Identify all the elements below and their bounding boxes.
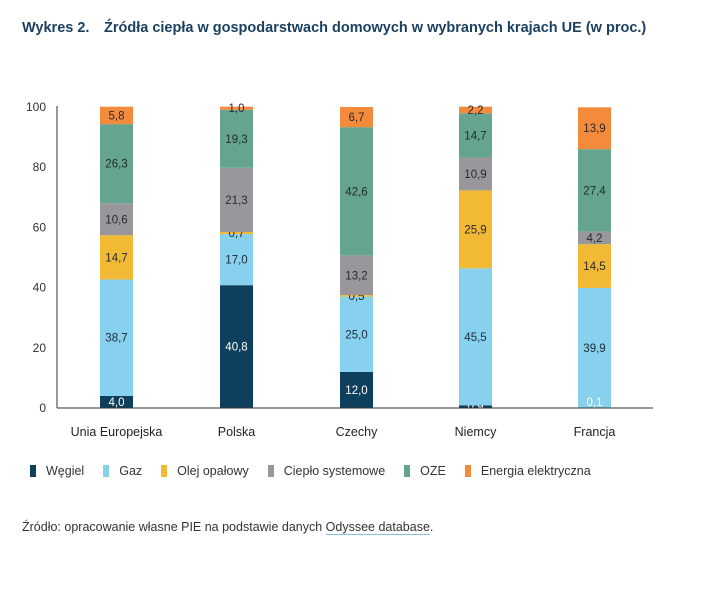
- x-category-label: Niemcy: [455, 425, 497, 439]
- segment-label: 13,9: [583, 123, 605, 135]
- legend-label: OZE: [420, 464, 446, 478]
- segment-label: 12,0: [345, 385, 367, 397]
- y-tick-label: 100: [26, 100, 46, 114]
- bar-segment: [220, 106, 253, 110]
- legend-swatch: [103, 465, 110, 477]
- segment-label: 25,9: [464, 224, 486, 236]
- segment-label: 45,5: [464, 332, 486, 344]
- legend-item: Olej opałowy: [161, 464, 249, 478]
- y-tick-label: 40: [33, 281, 47, 295]
- segment-label: 21,3: [225, 195, 247, 207]
- bar-segment: [100, 279, 133, 396]
- segment-label: 39,9: [583, 343, 605, 355]
- legend-swatch: [30, 465, 36, 477]
- bar-segment: [459, 268, 492, 406]
- segment-label: 14,7: [105, 252, 127, 264]
- bar-segment: [100, 203, 133, 236]
- legend-swatch: [267, 465, 274, 477]
- segment-label: 10,9: [464, 169, 486, 181]
- bar-segment: [459, 405, 492, 408]
- x-category-label: Czechy: [336, 425, 378, 439]
- bar-segment: [220, 167, 253, 232]
- bar-segment: [459, 157, 492, 191]
- segment-label: 38,7: [105, 333, 127, 345]
- bar-segment: [459, 190, 492, 269]
- bar-segment: [578, 287, 611, 408]
- segment-label: 10,6: [105, 214, 127, 226]
- legend-swatch: [161, 465, 168, 477]
- bar-segment: [100, 395, 133, 408]
- segment-label: 17,0: [225, 255, 247, 267]
- bar-segment: [340, 371, 373, 408]
- segment-label: 14,5: [583, 261, 605, 273]
- chart-legend: Węgiel Gaz Olej opałowy Ciepło systemowe OZE…: [30, 464, 610, 478]
- bar-segment: [220, 109, 253, 168]
- legend-swatch: [404, 465, 411, 477]
- bar-segment: [459, 106, 492, 114]
- legend-item: Ciepło systemowe: [267, 464, 386, 478]
- legend-swatch: [464, 465, 471, 477]
- x-category-label: Francja: [574, 425, 616, 439]
- legend-item: Węgiel: [30, 464, 84, 478]
- segment-label: 40,8: [225, 342, 247, 354]
- segment-label: 6,7: [349, 112, 365, 124]
- chart-title: Źródła ciepła w gospodarstwach domowych …: [104, 20, 647, 36]
- stacked-bar-chart: 0 20 40 60 80 100 4,0 38,7 14,7 10,6 26,3 5,8 Unia E…: [26, 100, 653, 439]
- bar-segment: [340, 127, 373, 256]
- bar-segment: [100, 124, 133, 204]
- bar-segment: [340, 296, 373, 372]
- segment-label: 5,8: [109, 110, 125, 122]
- legend-label: Węgiel: [46, 464, 85, 478]
- segment-label: 13,2: [345, 270, 367, 282]
- annotation-label: 0,1: [587, 397, 603, 409]
- bar-segment: [340, 295, 373, 297]
- segment-label: 4,2: [587, 233, 603, 245]
- y-tick-label: 0: [39, 401, 46, 415]
- segment-label: 42,6: [345, 186, 367, 198]
- source-note: Źródło: opracowanie własne PIE na podsta…: [22, 520, 434, 535]
- y-tick-label: 20: [33, 341, 47, 355]
- y-tick-label: 60: [33, 220, 47, 234]
- legend-label: Energia elektryczna: [480, 464, 591, 478]
- legend-item: Energia elektryczna: [464, 464, 591, 478]
- source-prefix: Źródło: opracowanie własne PIE na podsta…: [22, 520, 326, 534]
- x-category-label: Unia Europejska: [71, 425, 163, 439]
- bar-segment: [578, 244, 611, 288]
- segment-label: 2,2: [468, 105, 484, 117]
- chart-number-label: Wykres 2.: [22, 20, 90, 36]
- bar-segment: [340, 255, 373, 296]
- bar-segment: [220, 231, 253, 235]
- x-category-label: Polska: [218, 425, 256, 439]
- bar-segment: [220, 285, 253, 408]
- segment-label: 27,4: [583, 185, 606, 197]
- segment-label: 19,3: [225, 134, 247, 146]
- bar-segment: [100, 106, 133, 125]
- legend-label: Olej opałowy: [177, 464, 249, 478]
- bar-segment: [459, 113, 492, 158]
- segment-label: 14,7: [464, 130, 486, 142]
- bar-segment: [340, 107, 373, 128]
- source-suffix: .: [429, 520, 434, 534]
- bar-segment: [578, 149, 611, 232]
- legend-item: Gaz: [103, 464, 142, 478]
- legend-label: Ciepło systemowe: [283, 464, 386, 478]
- bar-segment: [578, 107, 611, 150]
- legend-item: OZE: [404, 464, 446, 478]
- segment-label: 1,0: [229, 103, 245, 115]
- legend-label: Gaz: [119, 464, 143, 478]
- y-tick-label: 80: [33, 160, 47, 174]
- bar-segment: [578, 231, 611, 245]
- bar-segment: [100, 235, 133, 280]
- segment-label: 25,0: [345, 329, 367, 341]
- segment-label: 4,0: [109, 397, 125, 409]
- source-link[interactable]: Odyssee database: [325, 520, 430, 535]
- bar-segment: [220, 234, 253, 286]
- segment-label: 26,3: [105, 159, 127, 171]
